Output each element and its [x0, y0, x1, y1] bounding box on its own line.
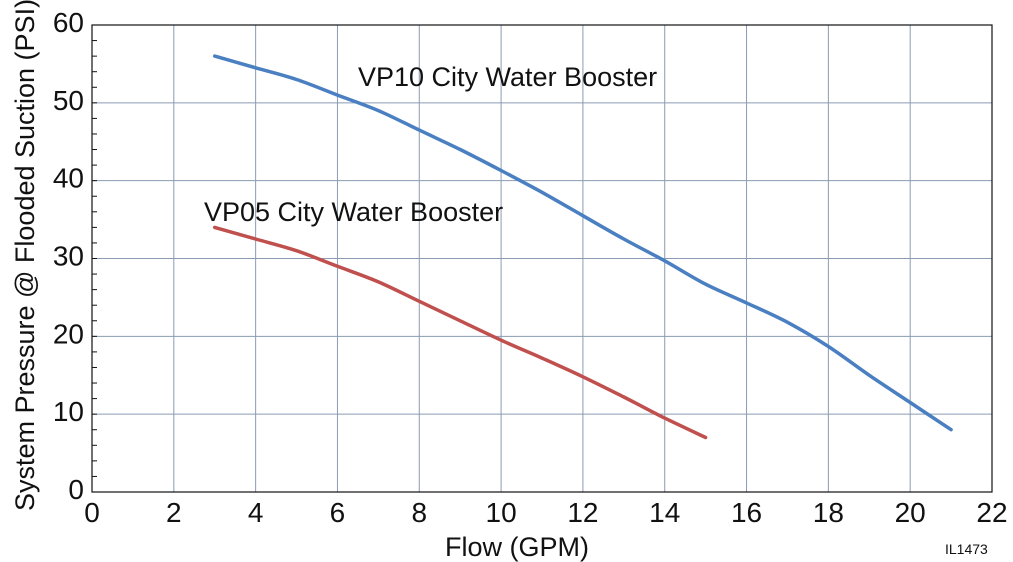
x-axis-tick-labels: 0 2 4 6 8 10 12 14 16 18 20 22 — [84, 497, 1007, 528]
series-label-vp10: VP10 City Water Booster — [358, 62, 657, 92]
y-tick-label-10: 10 — [53, 396, 84, 427]
series-line-vp05 — [212, 225, 708, 440]
x-tick-label-22: 22 — [976, 497, 1007, 528]
y-tick-label-60: 60 — [53, 7, 84, 38]
y-axis-title: System Pressure @ Flooded Suction (PSI) — [10, 0, 40, 511]
x-tick-label-20: 20 — [895, 497, 926, 528]
x-tick-label-8: 8 — [411, 497, 427, 528]
x-tick-label-14: 14 — [649, 497, 680, 528]
grid-lines — [92, 25, 992, 492]
y-tick-label-30: 30 — [53, 241, 84, 272]
y-axis-minor-ticks — [92, 40, 97, 477]
x-tick-label-2: 2 — [166, 497, 182, 528]
figure-code-label: IL1473 — [945, 541, 988, 557]
x-tick-label-4: 4 — [248, 497, 264, 528]
series-lines — [212, 54, 953, 440]
x-tick-label-10: 10 — [486, 497, 517, 528]
y-tick-label-50: 50 — [53, 85, 84, 116]
y-tick-label-20: 20 — [53, 318, 84, 349]
x-tick-label-6: 6 — [330, 497, 346, 528]
x-tick-label-16: 16 — [731, 497, 762, 528]
x-tick-label-12: 12 — [567, 497, 598, 528]
x-tick-label-18: 18 — [813, 497, 844, 528]
x-tick-label-0: 0 — [84, 497, 100, 528]
y-axis-tick-labels: 0 10 20 30 40 50 60 — [53, 7, 84, 505]
y-tick-label-40: 40 — [53, 163, 84, 194]
x-axis-title: Flow (GPM) — [445, 532, 589, 562]
series-label-vp05: VP05 City Water Booster — [204, 197, 503, 227]
series-line-vp10 — [212, 54, 953, 432]
y-tick-label-0: 0 — [68, 474, 84, 505]
